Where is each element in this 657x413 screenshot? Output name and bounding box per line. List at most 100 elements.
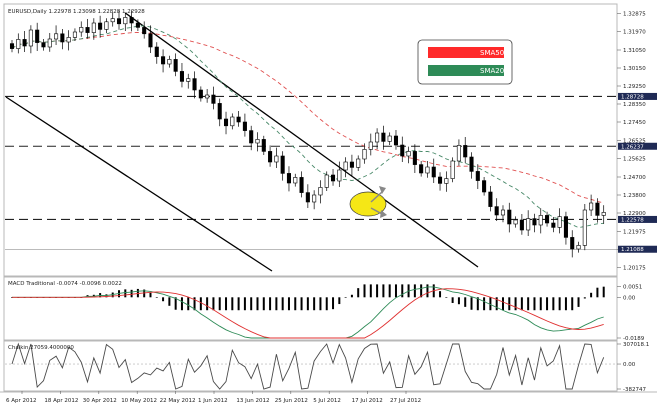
macd-histogram-bar [300, 297, 303, 311]
macd-histogram-bar [420, 284, 423, 298]
candle-down [431, 166, 436, 178]
macd-histogram-bar [332, 297, 335, 310]
candle-up [450, 160, 455, 179]
candle-down [494, 206, 499, 216]
candle-down [135, 22, 140, 28]
time-tick-label: 25 Jun 2012 [275, 398, 308, 404]
time-tick-label: 5 Jul 2012 [313, 398, 341, 404]
macd-histogram-bar [262, 297, 265, 311]
macd-histogram-bar [464, 297, 467, 307]
candle-up [230, 116, 235, 127]
time-tick-label: 22 May 2012 [160, 398, 196, 404]
candle-up [318, 187, 323, 196]
macd-histogram-bar [256, 297, 259, 311]
chaikin-panel [3, 340, 618, 392]
candle-up [526, 218, 531, 231]
candle-down [551, 222, 556, 228]
candle-down [217, 103, 222, 120]
candle-down [563, 216, 568, 238]
price-marker-bg [618, 142, 657, 150]
candle-up [91, 22, 96, 33]
price-tick-label: 1.31970 [623, 30, 646, 36]
candle-up [375, 132, 380, 143]
macd-histogram-bar [445, 297, 448, 298]
macd-histogram-bar [306, 297, 309, 311]
candle-up [456, 145, 461, 162]
candle-down [507, 209, 512, 225]
candle-down [305, 192, 310, 203]
candle-up [123, 17, 128, 25]
macd-histogram-bar [546, 297, 549, 311]
macd-histogram-bar [520, 297, 523, 311]
macd-histogram-bar [143, 289, 146, 298]
macd-histogram-bar [376, 284, 379, 298]
candle-up [368, 141, 373, 150]
candle-up [16, 39, 21, 49]
candle-up [79, 27, 84, 33]
candle-up [324, 174, 329, 188]
chaikin-line [11, 342, 605, 390]
candle-up [312, 194, 317, 203]
candle-down [545, 215, 550, 224]
candle-up [205, 94, 210, 99]
chaikin-tick-label: 0.00 [623, 362, 636, 368]
macd-histogram-bar [287, 297, 290, 311]
candle-down [192, 78, 197, 91]
candle-down [438, 176, 443, 184]
price-tick-label: 1.30150 [623, 66, 646, 72]
candle-down [22, 39, 27, 47]
macd-histogram-bar [193, 297, 196, 311]
candle-down [299, 177, 304, 193]
candle-up [28, 29, 33, 47]
macd-histogram-bar [218, 297, 221, 311]
price-tick-label: 1.24700 [623, 175, 646, 181]
macd-histogram-bar [275, 297, 278, 311]
macd-histogram-bar [514, 297, 517, 311]
macd-histogram-bar [495, 297, 498, 311]
candle-up [110, 18, 115, 23]
candle-down [463, 145, 468, 158]
chaikin-tick-label: 307018.1 [623, 342, 649, 348]
candle-down [41, 42, 46, 48]
price-tick-label: 1.22900 [623, 211, 646, 217]
price-chart-title: EURUSD,Daily 1.22978 1.23098 1.22828 1.2… [8, 9, 145, 15]
candle-down [116, 18, 122, 25]
candle-up [72, 31, 77, 38]
candle-up [186, 78, 191, 82]
macd-histogram-bar [155, 297, 158, 298]
macd-histogram-bar [319, 297, 322, 311]
channel-upper-line [124, 12, 479, 268]
legend-swatch [428, 47, 504, 58]
price-panel [3, 3, 618, 277]
macd-histogram-bar [577, 297, 580, 307]
macd-histogram-bar [237, 297, 240, 311]
candle-down [161, 56, 166, 65]
price-tick-label: 1.29250 [623, 84, 646, 90]
time-tick-label: 13 Jun 2012 [236, 398, 269, 404]
candle-up [500, 209, 506, 216]
candle-down [249, 130, 254, 144]
candle-up [293, 177, 298, 184]
time-tick-label: 18 Apr 2012 [44, 398, 78, 404]
candle-down [349, 161, 354, 168]
price-tick-label: 1.26525 [623, 139, 646, 145]
price-marker-bg [618, 245, 657, 253]
macd-histogram-bar [508, 297, 511, 311]
price-tick-label: 1.27450 [623, 120, 646, 126]
candle-down [482, 180, 487, 193]
sma50-line [11, 32, 604, 204]
macd-histogram-bar [413, 284, 416, 298]
macd-histogram-bar [344, 297, 347, 298]
candle-down [211, 94, 216, 104]
macd-histogram-bar [325, 297, 328, 311]
macd-histogram-bar [552, 297, 555, 311]
candle-up [425, 166, 430, 174]
macd-histogram-bar [401, 284, 404, 298]
candle-down [223, 118, 229, 127]
macd-histogram-bar [590, 292, 593, 298]
macd-tick-label: 0.00 [623, 295, 636, 301]
legend-box [417, 39, 513, 85]
macd-histogram-bar [243, 297, 246, 311]
macd-histogram-bar [225, 297, 228, 311]
